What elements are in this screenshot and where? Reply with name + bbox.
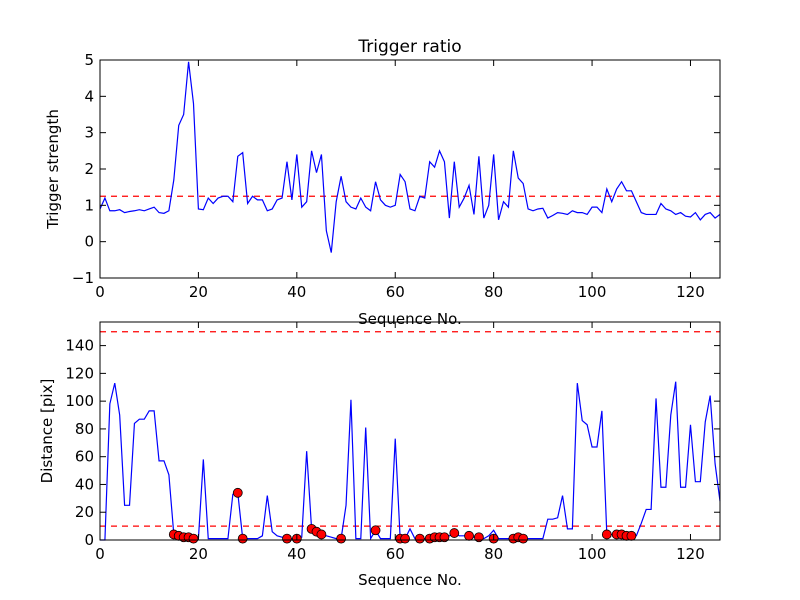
x-axis-ticks: 0 20 40 60 80 100 120	[95, 60, 705, 301]
distance-chart: 0 20 40 60 80 100 120 0 20 40 60 80 100 120 140 Seque…	[38, 321, 721, 589]
x-tick-label: 0	[95, 283, 105, 301]
y-axis-ticks: 0 20 40 60 80 100 120 140	[65, 337, 720, 549]
x-tick-label: 60	[386, 283, 405, 301]
y-tick-label: 100	[65, 392, 94, 410]
x-axis-label: Sequence No.	[358, 571, 462, 589]
data-point	[439, 532, 450, 543]
x-tick-label: 20	[189, 545, 208, 563]
y-tick-label: 80	[75, 420, 94, 438]
data-point	[414, 533, 425, 544]
data-point	[237, 533, 248, 544]
x-tick-label: 0	[95, 545, 105, 563]
y-tick-label: 4	[84, 87, 94, 105]
x-tick-label: 120	[676, 545, 705, 563]
x-axis-ticks: 0 20 40 60 80 100 120	[95, 322, 705, 563]
data-point	[370, 525, 381, 536]
x-tick-label: 40	[287, 283, 306, 301]
data-point	[518, 533, 529, 544]
x-tick-label: 120	[676, 283, 705, 301]
series-lines	[100, 381, 721, 541]
y-tick-label: 20	[75, 503, 94, 521]
series-line	[100, 381, 721, 541]
data-point	[473, 532, 484, 543]
threshold-lines	[100, 331, 720, 527]
y-tick-label: 120	[65, 364, 94, 382]
series-line	[99, 61, 721, 253]
x-tick-label: 40	[287, 545, 306, 563]
x-tick-label: 100	[578, 283, 607, 301]
data-point	[601, 529, 612, 540]
x-tick-label: 20	[189, 283, 208, 301]
data-point	[464, 530, 474, 541]
y-tick-label: 5	[84, 51, 94, 69]
plot-frame	[99, 321, 721, 541]
y-tick-label: 60	[75, 448, 94, 466]
data-point	[400, 533, 410, 544]
y-axis-label: Trigger strength	[44, 109, 62, 230]
data-point	[282, 533, 292, 544]
plot-frame	[99, 59, 721, 279]
y-axis-ticks: −1 0 1 2 3 4 5	[72, 51, 720, 287]
x-tick-label: 80	[484, 545, 503, 563]
data-point	[626, 530, 637, 541]
chart-title: Trigger ratio	[357, 37, 461, 57]
markers	[168, 487, 637, 544]
x-tick-label: 60	[386, 545, 405, 563]
data-point	[336, 533, 347, 544]
y-tick-label: 2	[84, 160, 94, 178]
y-tick-label: 3	[84, 124, 94, 142]
y-tick-label: 1	[84, 196, 94, 214]
data-point	[232, 487, 243, 498]
data-point	[188, 533, 199, 544]
data-point	[316, 529, 327, 540]
y-axis-label: Distance [pix]	[38, 379, 56, 484]
data-point	[449, 528, 460, 538]
series-lines	[99, 61, 721, 253]
y-tick-label: 0	[84, 233, 94, 251]
x-axis-label: Sequence No.	[358, 310, 462, 328]
y-tick-label: −1	[72, 269, 94, 287]
x-tick-label: 80	[484, 283, 503, 301]
y-tick-label: 40	[75, 475, 94, 493]
x-tick-label: 100	[578, 545, 607, 563]
y-tick-label: 140	[65, 337, 94, 355]
y-tick-label: 0	[84, 531, 94, 549]
